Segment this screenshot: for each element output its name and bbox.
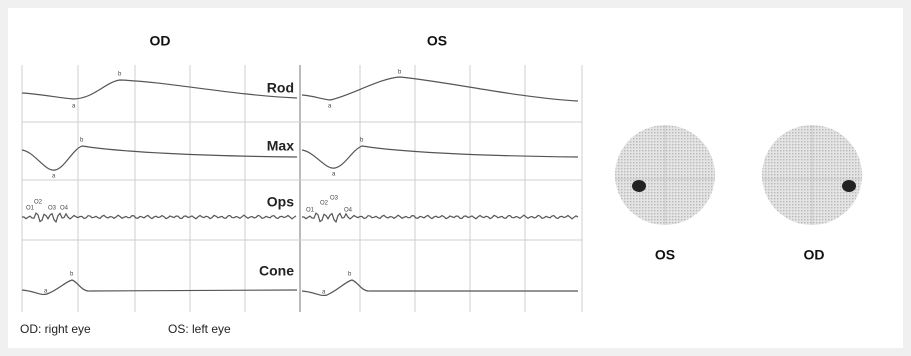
row-label: Ops [267, 194, 294, 210]
legend-os: OS: left eye [168, 322, 231, 336]
od-title: OD [150, 33, 171, 49]
peak-label: O3 [48, 206, 57, 212]
peak-label: O2 [320, 201, 329, 207]
peak-label: O3 [330, 196, 339, 202]
row-label: Max [267, 138, 294, 154]
os-title: OS [427, 33, 447, 49]
peak-label: O1 [26, 206, 35, 212]
peak-label: O1 [306, 208, 315, 214]
peak-label: O2 [34, 200, 43, 206]
peak-label: O4 [60, 206, 69, 212]
figure: OD OS a b a b a b a b O1 O2 O3 O4 O1 O2 … [0, 0, 911, 356]
row-label: Cone [259, 263, 294, 279]
peak-label: O4 [344, 208, 353, 214]
blind-spot [842, 180, 856, 192]
field-label: OS [655, 247, 675, 263]
row-label: Rod [267, 80, 294, 96]
legend-od: OD: right eye [20, 322, 91, 336]
blind-spot [632, 180, 646, 192]
field-label: OD [804, 247, 825, 263]
